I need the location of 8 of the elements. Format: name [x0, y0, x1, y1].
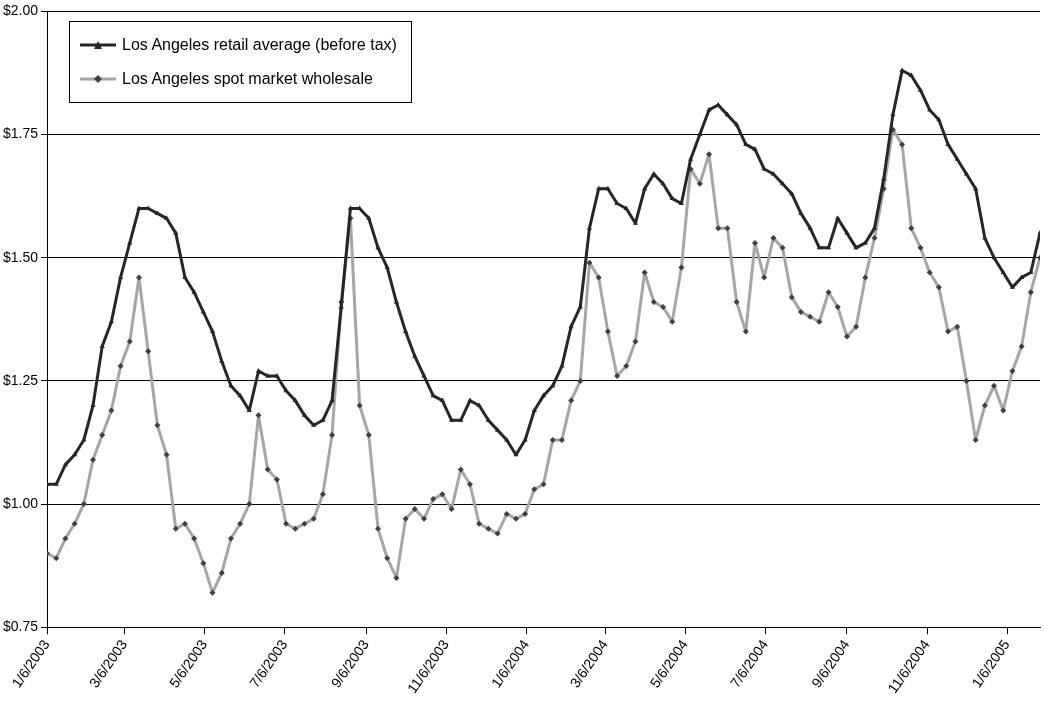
y-tick-label: $1.75: [2, 125, 39, 142]
y-tick-label: $1.00: [2, 494, 39, 511]
legend-label: Los Angeles spot market wholesale: [122, 70, 373, 89]
y-tick-label: $0.75: [2, 618, 39, 635]
y-tick-label: $1.25: [2, 371, 39, 388]
legend-label: Los Angeles retail average (before tax): [122, 36, 397, 55]
y-tick-label: $2.00: [2, 2, 39, 19]
y-tick-label: $1.50: [2, 248, 39, 265]
